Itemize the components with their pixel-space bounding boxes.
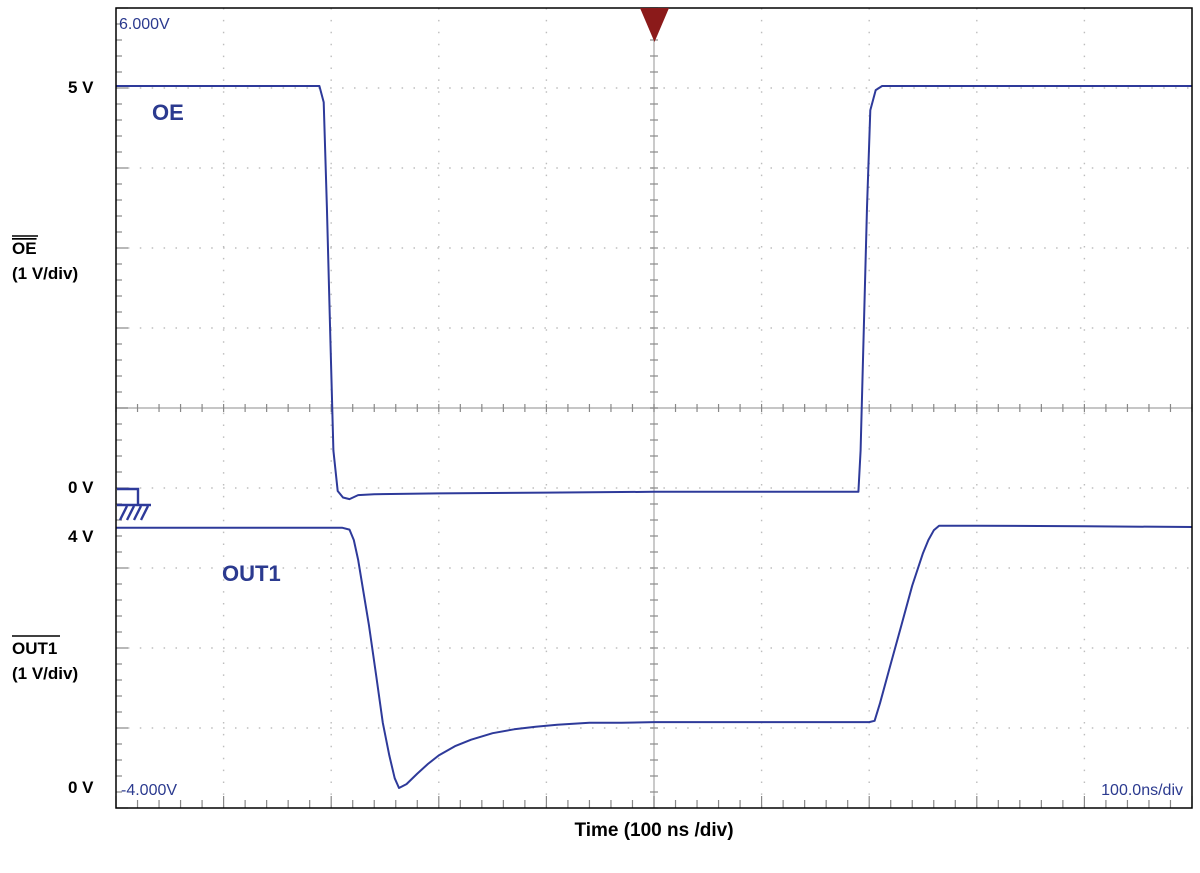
top-scale-readout: 6.000V — [119, 16, 170, 33]
ground-reference-icon — [117, 487, 151, 521]
bottom-scale-readout: -4.000V — [121, 782, 177, 799]
oe-0v-label: 0 V — [68, 478, 94, 497]
axis-ticks — [115, 7, 1193, 809]
oe-5v-label: 5 V — [68, 78, 94, 97]
oe-trace-label: OE — [152, 100, 184, 125]
trigger-marker-icon — [640, 8, 669, 42]
out1-0v-label: 0 V — [68, 778, 94, 797]
oe-axis-name: OE — [12, 239, 37, 258]
out1-axis-name: OUT1 — [12, 639, 57, 658]
oe-trace — [116, 85, 1192, 501]
graticule-grid — [116, 8, 1192, 808]
out1-axis-scale: (1 V/div) — [12, 664, 78, 683]
oe-axis-scale: (1 V/div) — [12, 264, 78, 283]
timebase-readout: 100.0ns/div — [1101, 782, 1183, 799]
out1-4v-label: 4 V — [68, 527, 94, 546]
out1-trace — [116, 524, 1193, 789]
out1-trace-label: OUT1 — [222, 561, 281, 586]
x-axis-label: Time (100 ns /div) — [574, 820, 733, 841]
